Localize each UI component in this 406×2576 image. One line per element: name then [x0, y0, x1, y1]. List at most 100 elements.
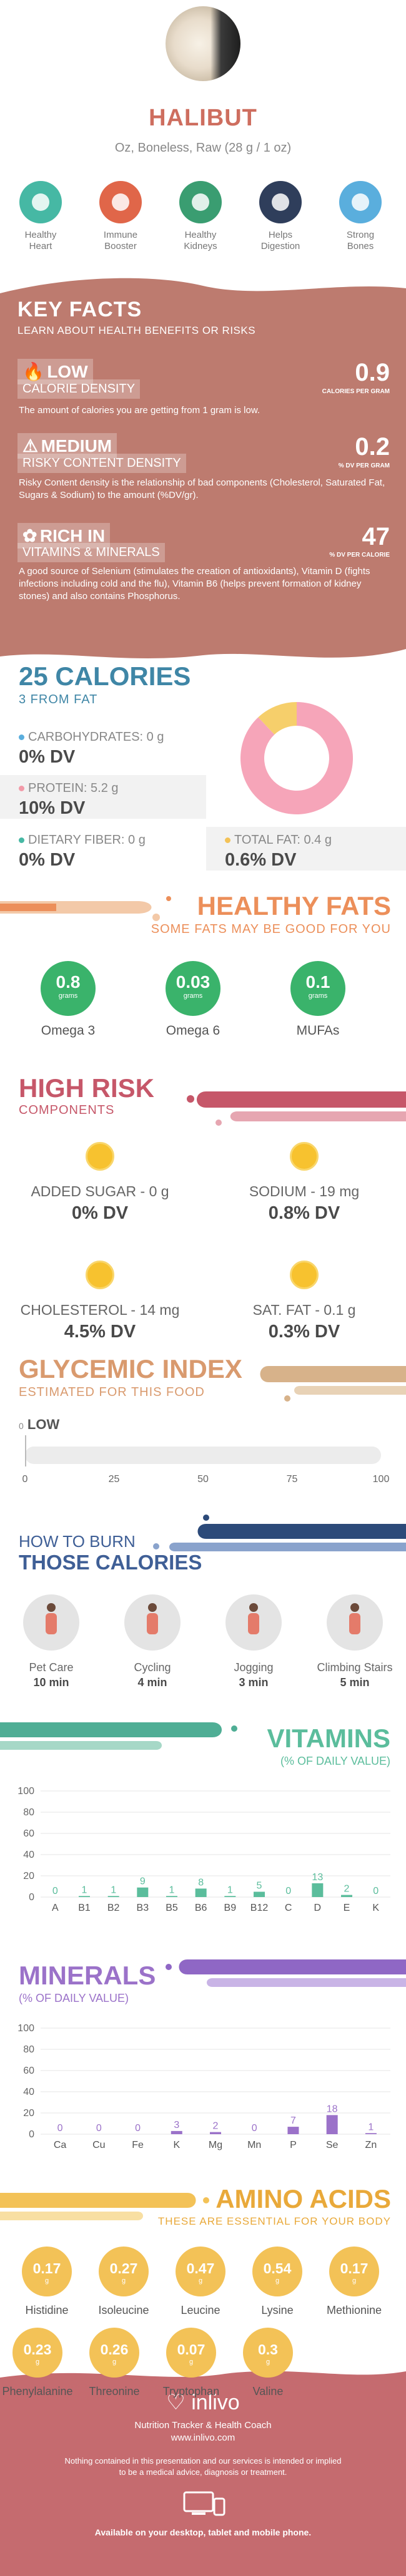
amino-value: 0.47 — [186, 2260, 215, 2276]
amino-value: 0.23 — [23, 2341, 52, 2358]
amino-unit: g — [44, 2277, 49, 2285]
burn-figure — [249, 1603, 258, 1612]
fact-calorie-name: CALORIE DENSITY — [17, 379, 141, 399]
benefit-icon-inner — [352, 193, 369, 211]
bar-value-label: 2 — [213, 2121, 219, 2132]
nutrient-carbs: CARBOHYDRATES: 0 g 0% DV — [19, 730, 164, 767]
fact-risk-desc: Risky Content density is the relationshi… — [19, 477, 385, 500]
risk-ribbon — [187, 1091, 406, 1126]
footer-disclaimer-1: Nothing contained in this presentation a… — [64, 2456, 342, 2466]
calories-subtitle: 3 FROM FAT — [19, 693, 98, 706]
burn-ribbon — [153, 1515, 406, 1551]
amino-unit: g — [275, 2277, 280, 2285]
amino-unit: g — [112, 2358, 117, 2366]
leaf-icon: ✿ — [22, 526, 37, 545]
category-label: B3 — [137, 1903, 149, 1913]
amino-value: 0.17 — [32, 2260, 61, 2276]
footer-url[interactable]: www.inlivo.com — [171, 2432, 235, 2443]
footer-tagline: Nutrition Tracker & Health Coach — [134, 2420, 272, 2431]
fat-label: Omega 6 — [166, 1023, 220, 1038]
risk-label: CHOLESTEROL - 14 mg — [20, 1302, 180, 1318]
category-label: K — [372, 1903, 379, 1913]
amino-label: Histidine — [25, 2304, 69, 2316]
bar-value-label: 1 — [368, 2122, 374, 2132]
glycemic-indicator — [25, 1435, 26, 1466]
category-label: Mn — [247, 2140, 261, 2150]
burn-title-1: HOW TO BURN — [19, 1532, 136, 1551]
bar — [107, 1896, 119, 1897]
glycemic-title: GLYCEMIC INDEX — [19, 1354, 242, 1383]
benefit-0: Healthy Heart — [3, 181, 78, 252]
fat-circle-2: 0.1 grams — [290, 961, 345, 1016]
risk-dv: 0.3% DV — [268, 1322, 340, 1342]
calories-title: 25 CALORIES — [19, 661, 191, 691]
bar — [171, 2130, 182, 2134]
risk-label: ADDED SUGAR - 0 g — [31, 1183, 169, 1199]
fat-dot — [225, 837, 230, 844]
benefit-4: Strong Bones — [323, 181, 398, 252]
amino-value: 0.27 — [109, 2260, 138, 2276]
bar-value-label: 1 — [111, 1885, 116, 1895]
fat-unit: grams — [183, 992, 203, 1000]
fat-label: Omega 3 — [41, 1023, 96, 1038]
risk-subtitle: COMPONENTS — [19, 1103, 115, 1117]
chart-subtitle: (% OF DAILY VALUE) — [280, 1755, 390, 1767]
category-label: Ca — [54, 2140, 67, 2150]
burn-figure-body — [248, 1613, 259, 1634]
amino-unit: g — [352, 2277, 357, 2285]
burn-figure — [47, 1603, 56, 1612]
bar — [326, 2115, 338, 2134]
fat-unit: grams — [58, 992, 78, 1000]
bar-value-label: 3 — [174, 2120, 179, 2130]
burn-time: 3 min — [239, 1676, 269, 1689]
footer-brand: ♡ inlivo — [166, 2391, 240, 2414]
glycemic-tick: 100 — [372, 1474, 390, 1485]
category-label: B2 — [107, 1903, 120, 1913]
benefit-label: Healthy Kidneys — [184, 230, 217, 251]
fats-subtitle: SOME FATS MAY BE GOOD FOR YOU — [151, 922, 391, 936]
chart-subtitle: (% OF DAILY VALUE) — [19, 1992, 129, 2004]
burn-figure-body — [147, 1613, 158, 1634]
nutrient-fat: TOTAL FAT: 0.4 g 0.6% DV — [206, 827, 406, 871]
chart-title: VITAMINS — [267, 1724, 390, 1753]
amino-label: Threonine — [89, 2385, 140, 2398]
page-subtitle: Oz, Boneless, Raw (28 g / 1 oz) — [114, 141, 292, 155]
y-tick-label: 100 — [17, 1786, 34, 1797]
amino-subtitle: THESE ARE ESSENTIAL FOR YOUR BODY — [157, 2215, 391, 2227]
bar-value-label: 18 — [327, 2104, 338, 2114]
carbs-dot — [19, 734, 24, 741]
category-label: E — [344, 1903, 350, 1913]
donut-slice-protein — [240, 702, 353, 814]
category-label: A — [52, 1903, 59, 1913]
bar-value-label: 9 — [140, 1876, 146, 1887]
vitamins-ribbon — [0, 1722, 237, 1750]
y-tick-label: 40 — [23, 1850, 34, 1860]
burn-figure — [148, 1603, 157, 1612]
stomach-icon — [259, 181, 302, 223]
amino-label: Phenylalanine — [2, 2385, 73, 2398]
bar-value-label: 0 — [52, 1886, 58, 1896]
risk-label: SAT. FAT - 0.1 g — [252, 1302, 356, 1318]
bar-value-label: 13 — [312, 1872, 323, 1883]
footer-disclaimer-2: to be a medical advice, diagnosis or tre… — [119, 2467, 287, 2477]
fact-vitamins-desc: A good source of Selenium (stimulates th… — [19, 566, 370, 602]
amino-circle: 0.23 g — [12, 2328, 62, 2378]
category-label: B6 — [195, 1903, 207, 1913]
risk-label: SODIUM - 19 mg — [249, 1183, 360, 1199]
glycemic-tick: 75 — [286, 1474, 298, 1485]
category-label: D — [314, 1903, 322, 1913]
amino-circle: 0.07 g — [166, 2328, 216, 2378]
bar — [195, 1888, 207, 1897]
amino-title: AMINO ACIDS — [215, 2184, 391, 2213]
fact-calorie-desc: The amount of calories you are getting f… — [19, 405, 260, 416]
fact-risk-unit: % DV PER GRAM — [338, 462, 390, 469]
fat-label: MUFAs — [296, 1023, 340, 1038]
shield-icon — [99, 181, 142, 223]
smiley-icon — [290, 1142, 319, 1171]
amino-circle: 0.54 g — [252, 2247, 302, 2296]
bar — [365, 2133, 377, 2134]
amino-unit: g — [265, 2358, 270, 2366]
fact-risk-name: RISKY CONTENT DENSITY — [17, 454, 186, 473]
bar-value-label: 7 — [290, 2115, 296, 2126]
amino-unit: g — [121, 2277, 126, 2285]
